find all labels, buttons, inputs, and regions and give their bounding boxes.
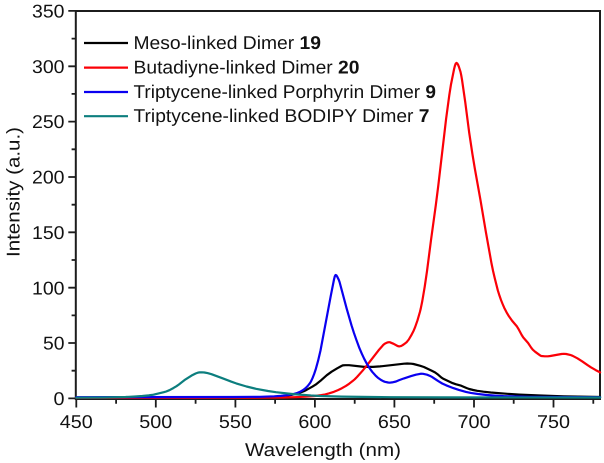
svg-text:700: 700 bbox=[458, 411, 491, 432]
svg-text:500: 500 bbox=[139, 411, 172, 432]
svg-text:Meso-linked Dimer 19: Meso-linked Dimer 19 bbox=[134, 32, 322, 53]
svg-text:300: 300 bbox=[32, 56, 65, 77]
svg-text:350: 350 bbox=[32, 1, 65, 22]
svg-text:100: 100 bbox=[32, 277, 65, 298]
svg-text:650: 650 bbox=[378, 411, 411, 432]
svg-text:50: 50 bbox=[43, 333, 65, 354]
svg-text:600: 600 bbox=[298, 411, 331, 432]
svg-text:200: 200 bbox=[32, 167, 65, 188]
svg-text:Triptycene-linked Porphyrin Di: Triptycene-linked Porphyrin Dimer 9 bbox=[134, 81, 437, 102]
svg-text:550: 550 bbox=[219, 411, 252, 432]
svg-text:450: 450 bbox=[60, 411, 93, 432]
svg-text:150: 150 bbox=[32, 222, 65, 243]
svg-text:Intensity (a.u.): Intensity (a.u.) bbox=[3, 127, 24, 257]
svg-text:Wavelength (nm): Wavelength (nm) bbox=[245, 439, 401, 460]
svg-text:Triptycene-linked BODIPY Dimer: Triptycene-linked BODIPY Dimer 7 bbox=[134, 105, 430, 126]
svg-text:0: 0 bbox=[54, 388, 65, 409]
svg-text:Butadiyne-linked Dimer 20: Butadiyne-linked Dimer 20 bbox=[134, 56, 360, 77]
svg-text:250: 250 bbox=[32, 111, 65, 132]
svg-text:750: 750 bbox=[537, 411, 570, 432]
